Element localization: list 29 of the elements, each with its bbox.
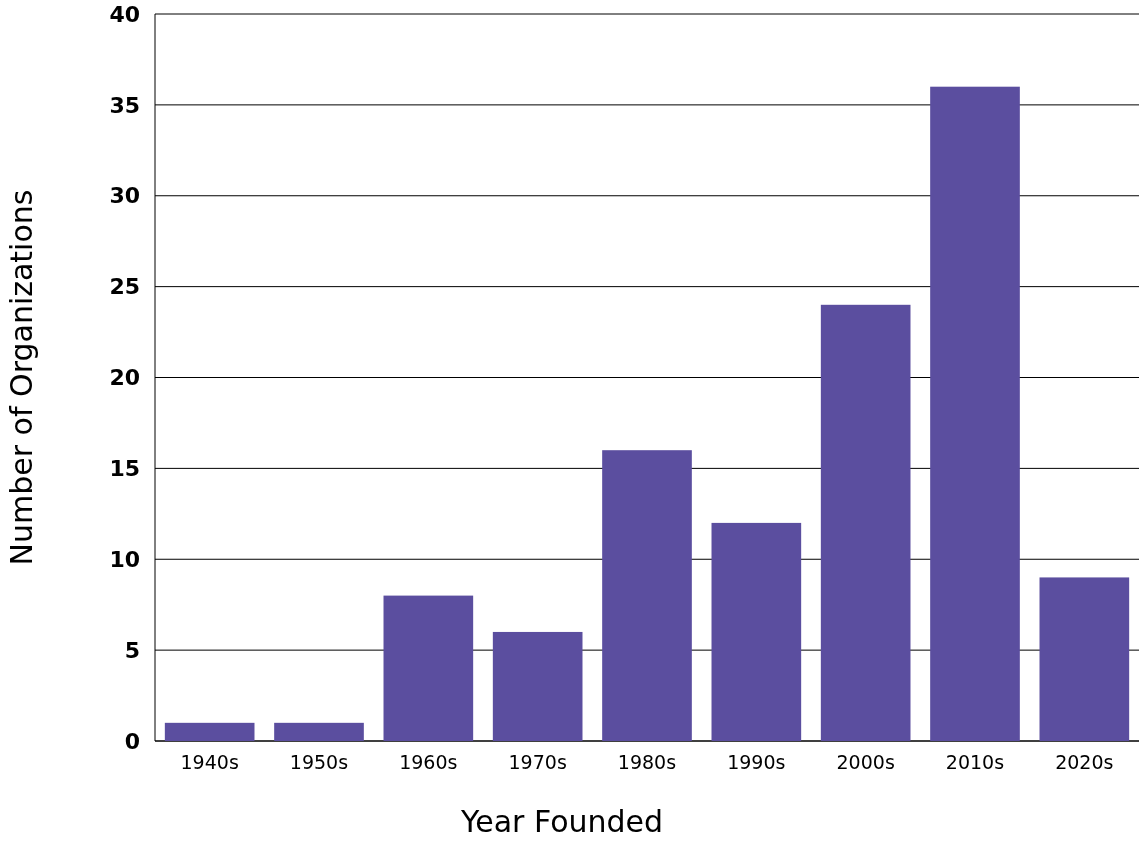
bar — [711, 522, 802, 741]
bar — [1039, 577, 1130, 741]
y-tick-label: 15 — [109, 456, 140, 482]
y-tick-label: 20 — [109, 365, 140, 391]
bar — [492, 631, 583, 741]
y-tick-label: 5 — [124, 637, 140, 663]
x-axis-title: Year Founded — [459, 804, 664, 839]
x-tick-label: 2010s — [945, 751, 1005, 773]
y-axis-title: Number of Organizations — [4, 189, 39, 566]
y-tick-label: 40 — [109, 1, 140, 27]
bar — [164, 722, 255, 741]
y-tick-label: 25 — [109, 274, 140, 300]
y-tick-label: 30 — [109, 183, 140, 209]
y-tick-label: 0 — [124, 728, 140, 754]
x-tick-label: 1950s — [289, 751, 349, 773]
x-tick-label: 1980s — [617, 751, 677, 773]
bar — [274, 722, 364, 741]
bar — [602, 450, 692, 741]
bar — [820, 304, 911, 741]
bar — [930, 86, 1020, 741]
x-tick-label: 1970s — [508, 751, 567, 773]
y-tick-label: 35 — [109, 92, 140, 118]
y-tick-label: 10 — [109, 546, 140, 572]
x-tick-label: 1940s — [180, 751, 239, 773]
x-tick-label: 1960s — [399, 751, 458, 773]
x-tick-label: 1990s — [727, 751, 786, 773]
x-tick-label: 2020s — [1055, 751, 1114, 773]
bar — [383, 595, 474, 741]
x-tick-label: 2000s — [836, 751, 895, 773]
